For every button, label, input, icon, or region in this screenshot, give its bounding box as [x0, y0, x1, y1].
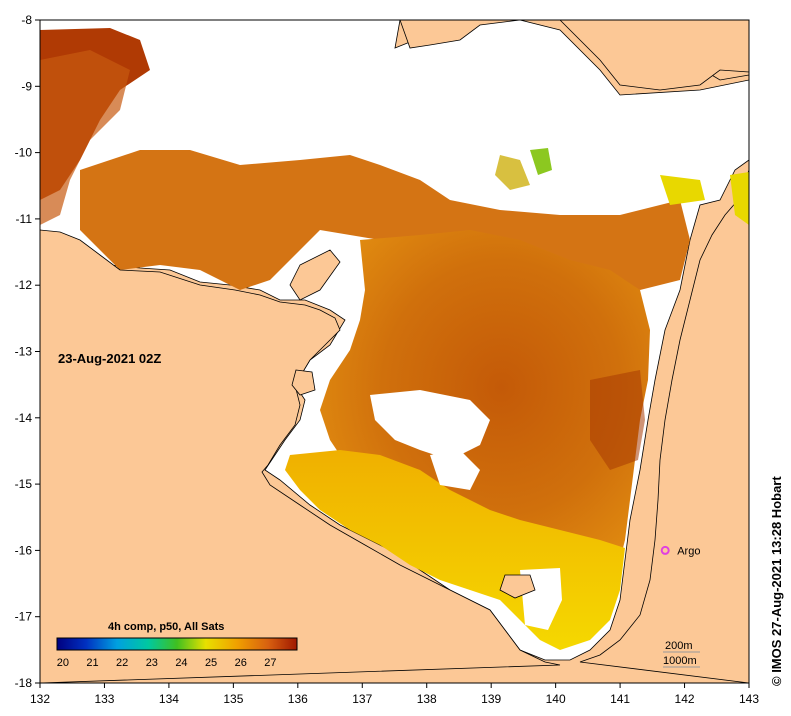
lon-tick-label: 134 [159, 692, 179, 706]
colorbar-tick-label: 22 [116, 657, 128, 669]
lat-tick-label: -13 [15, 345, 33, 359]
sst-north-west-2 [40, 50, 130, 225]
depth-legend: 200m 1000m [663, 640, 700, 668]
colorbar-tick-label: 27 [264, 657, 276, 669]
small-island-nw [289, 249, 341, 301]
wellesley-island [499, 574, 536, 599]
png-coast-land-2 [559, 20, 749, 91]
lon-tick-label: 136 [288, 692, 308, 706]
lat-tick-label: -17 [15, 610, 33, 624]
timestamp-label: 23-Aug-2021 02Z [58, 351, 161, 366]
lon-tick-label: 140 [546, 692, 566, 706]
lat-tick-label: -18 [15, 676, 33, 690]
depth-label-1000m: 1000m [663, 655, 697, 667]
argo-label: Argo [677, 545, 700, 557]
lat-tick-label: -9 [21, 79, 32, 93]
cloud-gap-1 [370, 390, 490, 460]
colorbar-tick-label: 23 [146, 657, 158, 669]
lon-tick-label: 133 [94, 692, 114, 706]
colorbar-ticks: 20 21 22 23 24 25 26 27 [57, 657, 277, 669]
lon-tick-label: 142 [675, 692, 695, 706]
lon-tick-label: 132 [30, 692, 50, 706]
sst-cool-patch-4 [495, 155, 530, 190]
colorbar-tick-label: 21 [86, 657, 98, 669]
lon-tick-label: 143 [739, 692, 759, 706]
arnhem-land [40, 229, 561, 683]
lat-tick-label: -12 [15, 278, 33, 292]
lon-tick-label: 141 [610, 692, 630, 706]
colorbar-title: 4h comp, p50, All Sats [108, 621, 224, 633]
sst-cool-patch-2 [660, 175, 705, 205]
colorbar-tick-label: 25 [205, 657, 217, 669]
plot-area [40, 20, 749, 683]
sst-gulf-east-core [590, 370, 645, 470]
lon-tick-label: 135 [223, 692, 243, 706]
colorbar: 4h comp, p50, All Sats 20 21 22 23 24 25 26 27 [56, 621, 298, 669]
latitude-axis: -8 -9 -10 -11 -12 -13 -14 -15 -16 -17 -18 [15, 13, 40, 690]
groote-eylandt [291, 369, 316, 396]
longitude-axis: 132 133 134 135 136 137 138 139 140 141 142 143 [30, 683, 759, 706]
lon-tick-label: 138 [417, 692, 437, 706]
colorbar-bar [56, 637, 298, 651]
colorbar-tick-label: 26 [235, 657, 247, 669]
lat-tick-label: -15 [15, 477, 33, 491]
lat-tick-label: -8 [21, 13, 32, 27]
lat-tick-label: -10 [15, 146, 33, 160]
lat-tick-label: -11 [16, 212, 33, 226]
cloud-gap-2 [430, 450, 480, 490]
depth-label-200m: 200m [665, 640, 693, 652]
sst-cool-patch-3 [730, 172, 749, 225]
argo-dot [660, 545, 670, 555]
lon-tick-label: 137 [352, 692, 372, 706]
argo-marker[interactable]: Argo [660, 545, 701, 557]
lat-tick-label: -16 [15, 543, 33, 557]
credit-label: © IMOS 27-Aug-2021 13:28 Hobart [769, 476, 784, 686]
cape-york-land [579, 169, 749, 683]
lon-tick-label: 139 [481, 692, 501, 706]
colorbar-tick-label: 24 [175, 657, 187, 669]
lat-tick-label: -14 [15, 411, 33, 425]
colorbar-tick-label: 20 [57, 657, 69, 669]
sst-cool-patch-1 [530, 148, 552, 175]
